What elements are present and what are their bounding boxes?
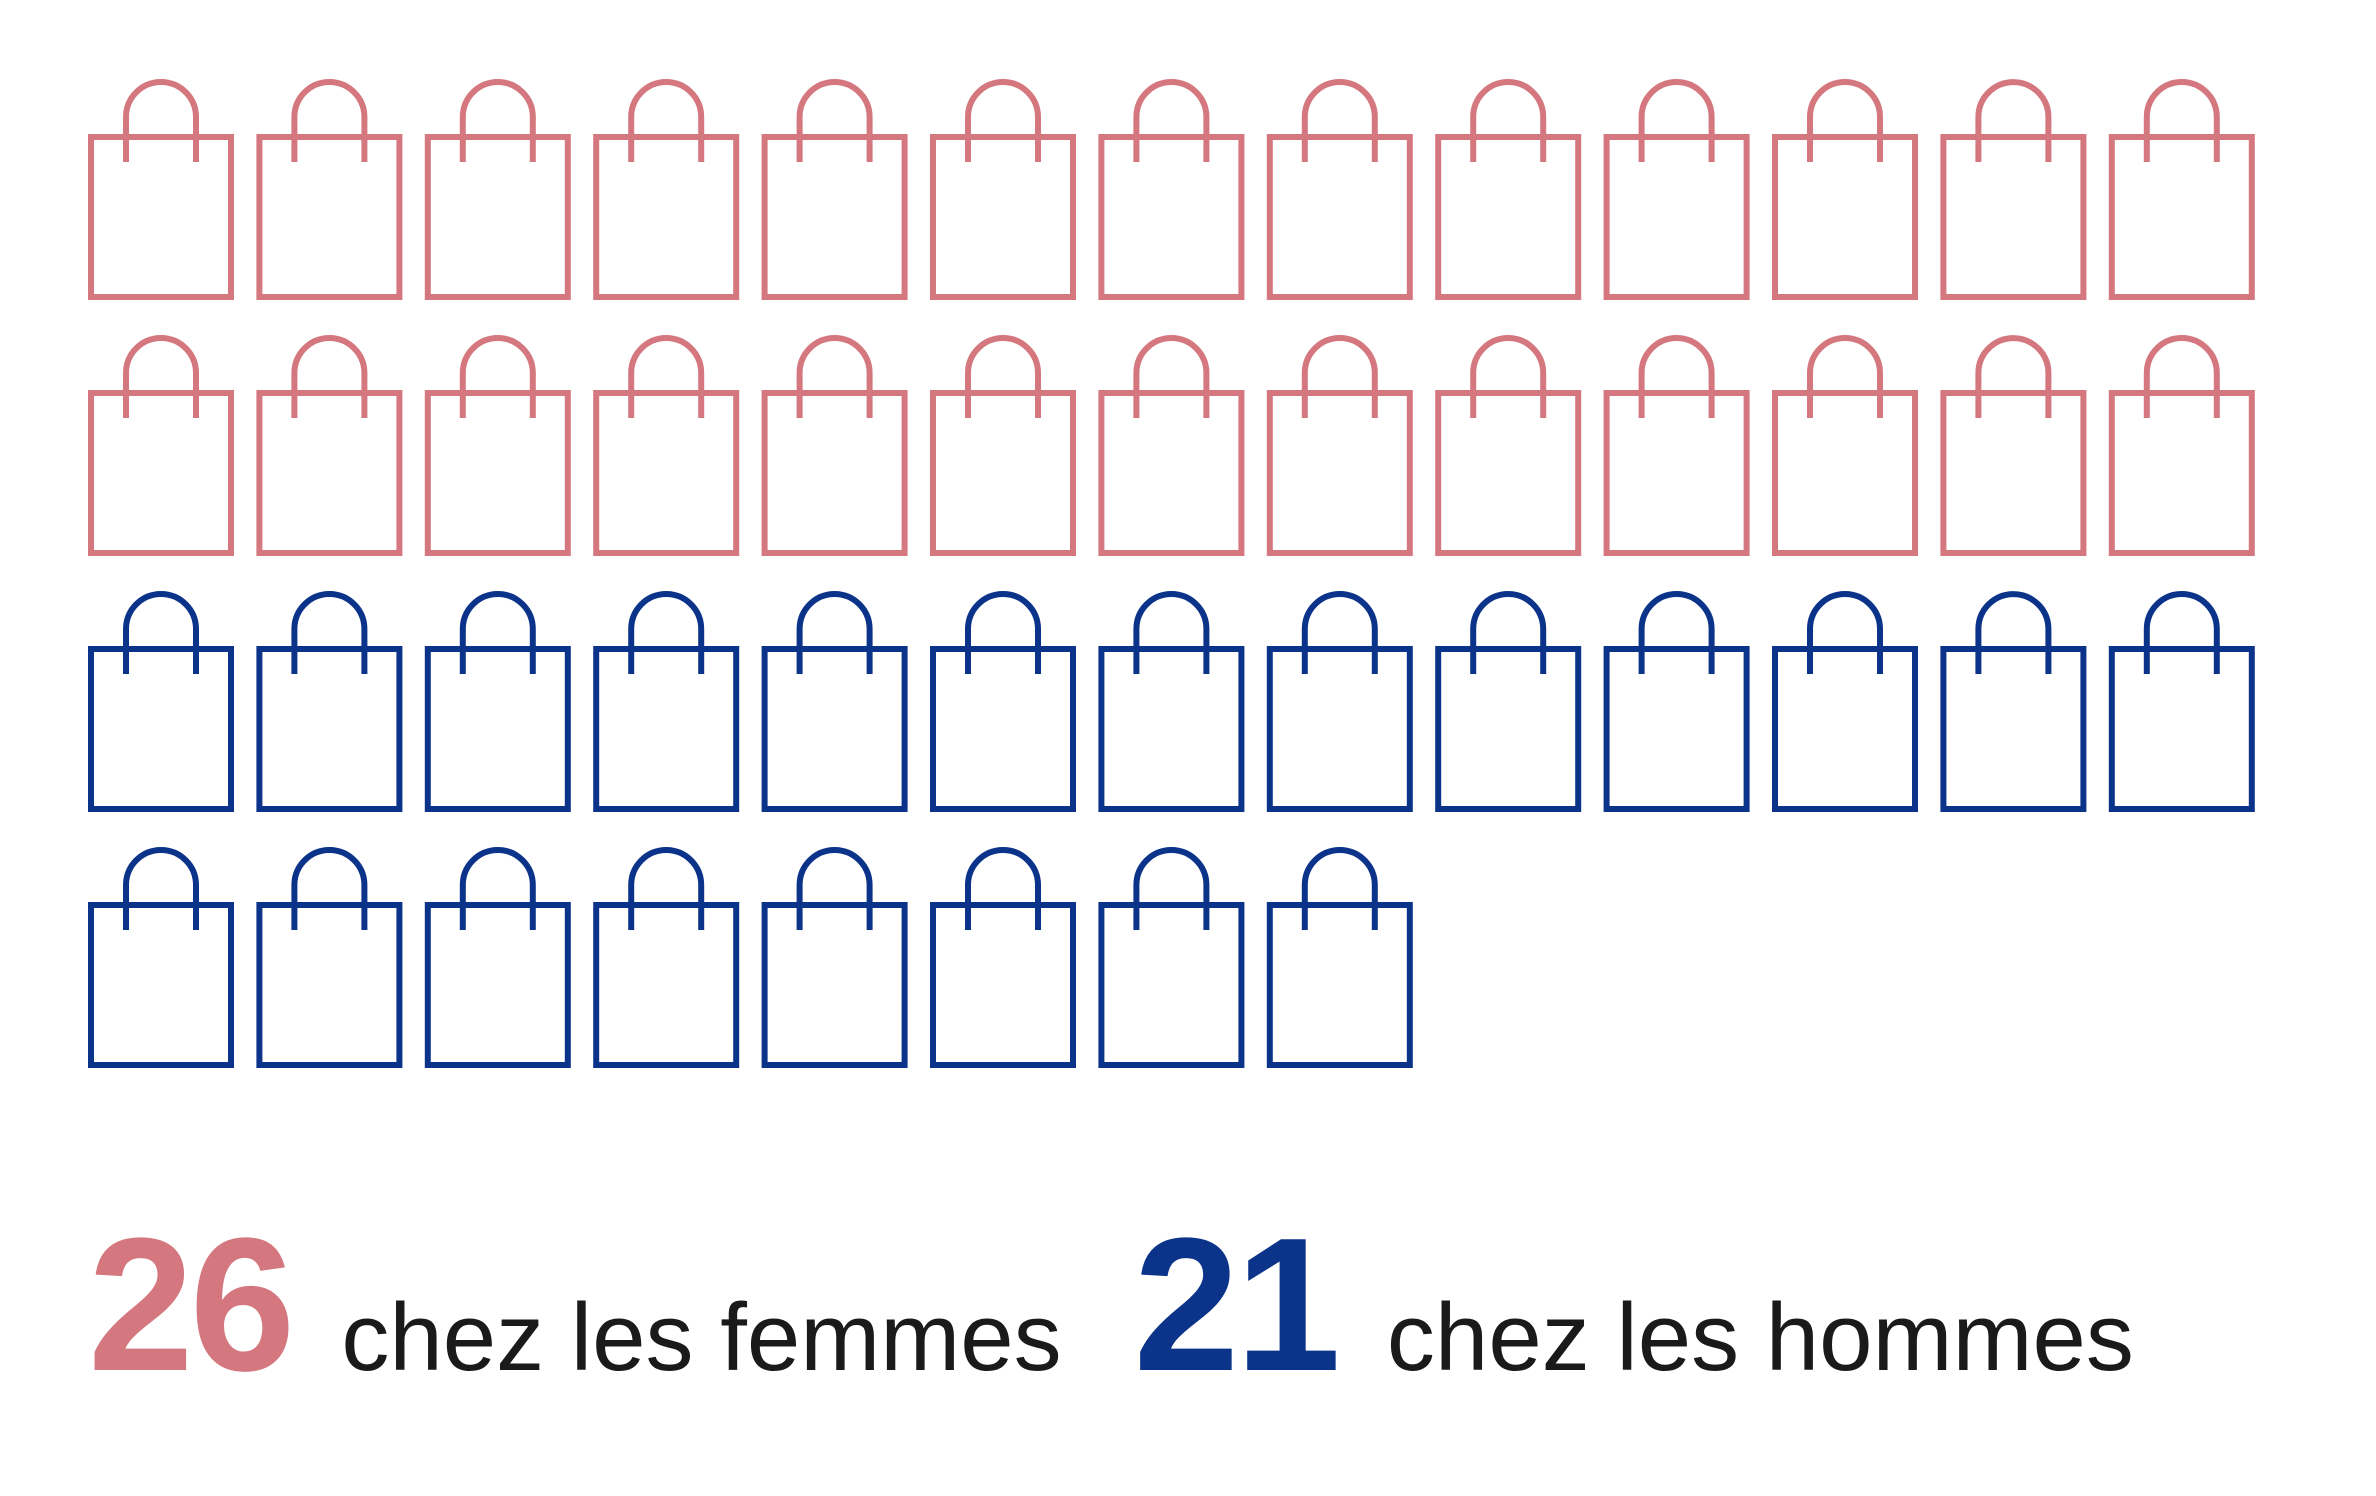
men-bag-icon: [424, 847, 571, 1068]
women-bag-icon: [2108, 335, 2255, 556]
women-bag-icon: [256, 79, 403, 300]
men-bag-icon: [256, 591, 403, 812]
women-bag-icon: [930, 335, 1076, 556]
women-bag-icon: [1603, 79, 1750, 300]
women-bag-icon: [2108, 79, 2255, 300]
women-bag-icon: [424, 79, 571, 300]
men-label: chez les hommes: [1386, 1284, 2134, 1391]
men-bag-icon: [88, 847, 234, 1068]
legend: 26 chez les femmes 21 chez les hommes: [88, 1210, 2134, 1400]
men-count: 21: [1133, 1199, 1341, 1411]
men-bag-icon: [88, 591, 234, 812]
men-bag-icon: [1435, 591, 1582, 812]
women-bag-icon: [1940, 335, 2087, 556]
women-count: 26: [88, 1199, 295, 1411]
men-bag-icon: [1266, 591, 1413, 812]
men-bag-icon: [593, 847, 740, 1068]
men-bag-icon: [1266, 847, 1413, 1068]
women-bag-icon: [1435, 79, 1582, 300]
men-bag-icon: [1940, 591, 2087, 812]
women-bag-icon: [1772, 335, 1918, 556]
men-bag-icon: [1772, 591, 1918, 812]
women-bag-icon: [1266, 79, 1413, 300]
men-bag-icon: [1098, 591, 1245, 812]
women-bag-icon: [1772, 79, 1918, 300]
men-bag-icon: [761, 847, 908, 1068]
women-bag-icon: [761, 335, 908, 556]
women-bag-icon: [1435, 335, 1582, 556]
men-bag-icon: [1603, 591, 1750, 812]
men-bag-icon: [930, 591, 1076, 812]
women-bag-icon: [256, 335, 403, 556]
women-bag-icon: [761, 79, 908, 300]
women-bag-icon: [1266, 335, 1413, 556]
women-bag-icon: [88, 79, 234, 300]
men-bag-icon: [2108, 591, 2255, 812]
women-bag-icon: [1098, 335, 1245, 556]
women-bag-icon: [88, 335, 234, 556]
bag-pictogram: [88, 79, 2255, 1068]
men-bag-icon: [761, 591, 908, 812]
women-bag-icon: [593, 335, 740, 556]
women-bag-icon: [424, 335, 571, 556]
women-bag-icon: [1940, 79, 2087, 300]
women-bag-icon: [1098, 79, 1245, 300]
women-bag-icon: [930, 79, 1076, 300]
women-bag-icon: [1603, 335, 1750, 556]
men-bag-icon: [593, 591, 740, 812]
men-bag-icon: [930, 847, 1076, 1068]
men-bag-icon: [256, 847, 403, 1068]
women-label: chez les femmes: [341, 1284, 1062, 1391]
men-bag-icon: [424, 591, 571, 812]
women-bag-icon: [593, 79, 740, 300]
men-bag-icon: [1098, 847, 1245, 1068]
